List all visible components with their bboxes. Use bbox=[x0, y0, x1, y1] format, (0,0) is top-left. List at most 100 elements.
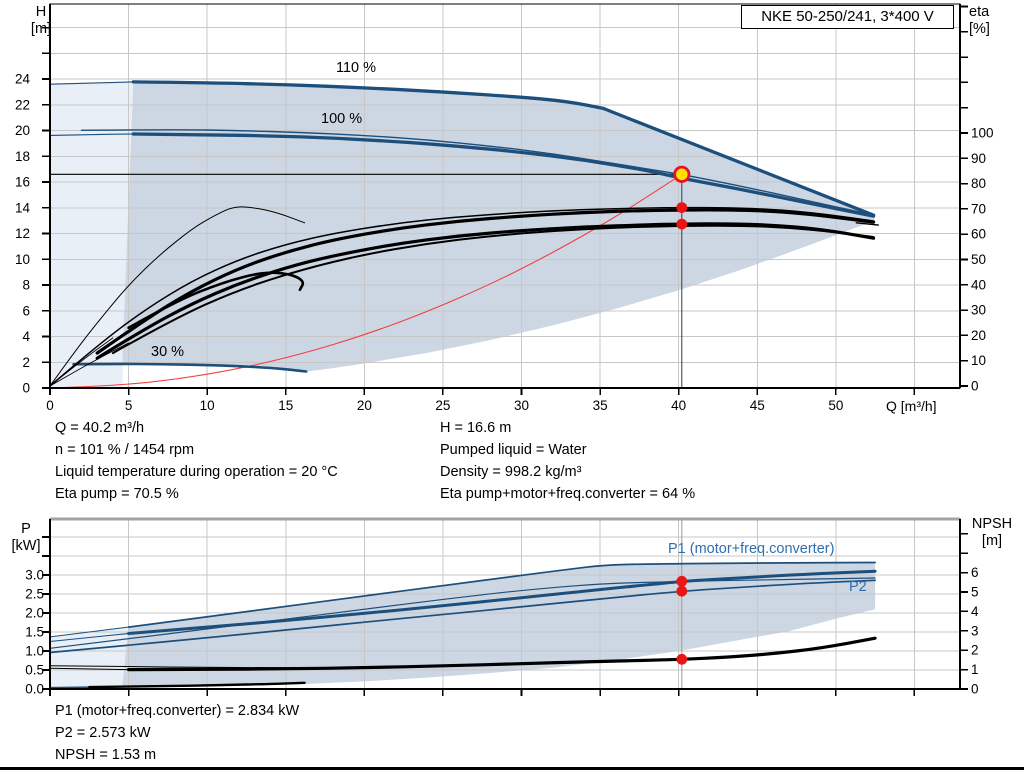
eta-total-curve bbox=[95, 222, 876, 360]
tick-label: 3.0 bbox=[25, 568, 44, 583]
info-pumped-liquid: Pumped liquid = Water bbox=[440, 442, 587, 458]
npsh-curve bbox=[127, 636, 877, 672]
tick-label: 20 bbox=[15, 123, 30, 138]
tick-label: 40 bbox=[971, 277, 986, 292]
p1-110-thin bbox=[49, 626, 130, 638]
curve-label-p2: P2 bbox=[849, 579, 867, 595]
eta-axis-title-unit: [%] bbox=[969, 21, 990, 37]
tick-label: 80 bbox=[971, 176, 986, 191]
p2-point bbox=[676, 585, 688, 597]
info-speed: n = 101 % / 1454 rpm bbox=[55, 442, 195, 458]
curve-101 bbox=[80, 129, 875, 216]
eta-fan-b bbox=[49, 342, 130, 387]
h-axis-title: H [m] bbox=[22, 4, 60, 38]
tick-label: 100 bbox=[971, 126, 994, 141]
tick-label: 4 bbox=[22, 329, 30, 344]
tick-label: 90 bbox=[971, 151, 986, 166]
tick-label: 5 bbox=[125, 398, 133, 413]
curve-label-p1: P1 (motor+freq.converter) bbox=[668, 541, 835, 557]
p1-curve bbox=[127, 569, 877, 635]
envelope-light-2 bbox=[50, 627, 129, 689]
curve-label-110pct: 110 % bbox=[336, 60, 377, 76]
tick-label: 1 bbox=[971, 662, 979, 677]
tick-label: 2.0 bbox=[25, 606, 44, 621]
npsh-ext bbox=[49, 667, 130, 671]
p2-110 bbox=[49, 577, 876, 649]
tick-label: 30 bbox=[971, 303, 986, 318]
tick-label: 50 bbox=[971, 252, 986, 267]
tick-label: 10 bbox=[15, 252, 30, 267]
tick-label: 5 bbox=[971, 585, 979, 600]
curve-100-thin bbox=[49, 133, 134, 136]
tick-label: 25 bbox=[435, 398, 450, 413]
curve-110-thin bbox=[49, 81, 134, 85]
pump-title-box: NKE 50-250/241, 3*400 V bbox=[741, 5, 954, 29]
curve-30 bbox=[72, 362, 308, 373]
tick-label: 8 bbox=[22, 278, 30, 293]
info-npsh: NPSH = 1.53 m bbox=[55, 747, 157, 763]
eta-axis-title-symbol: eta bbox=[969, 4, 990, 20]
npsh-axis-title: NPSH [m] bbox=[962, 516, 1022, 550]
eta-total-point bbox=[676, 218, 688, 230]
tick-label: 15 bbox=[278, 398, 293, 413]
tick-label: 4 bbox=[971, 604, 979, 619]
envelope-light bbox=[50, 81, 134, 388]
p-axis-title-unit: [kW] bbox=[11, 538, 41, 554]
tick-label: 1.0 bbox=[25, 644, 44, 659]
info-eta-total: Eta pump+motor+freq.converter = 64 % bbox=[440, 486, 696, 502]
p1-thin bbox=[49, 633, 130, 642]
p1-110 bbox=[127, 561, 876, 628]
tick-label: 3 bbox=[971, 623, 979, 638]
tick-label: 35 bbox=[593, 398, 608, 413]
tick-label: 0 bbox=[971, 378, 979, 393]
info-liquid-temperature: Liquid temperature during operation = 20… bbox=[55, 464, 338, 480]
tick-label: 0.5 bbox=[25, 663, 44, 678]
tick-label: 60 bbox=[971, 227, 986, 242]
eta-curve-hook bbox=[127, 271, 305, 330]
tick-label: 0 bbox=[46, 398, 54, 413]
q-axis-unit-label: Q [m³/h] bbox=[886, 398, 937, 414]
tick-label: 10 bbox=[200, 398, 215, 413]
tick-label: 10 bbox=[971, 353, 986, 368]
h-axis-title-unit: [m] bbox=[30, 21, 52, 37]
tick-label: 45 bbox=[750, 398, 765, 413]
info-density: Density = 998.2 kg/m³ bbox=[440, 464, 582, 480]
curve-label-100pct: 100 % bbox=[321, 111, 363, 127]
tick-label: 0 bbox=[971, 682, 979, 697]
tick-label: 0 bbox=[22, 381, 30, 396]
power-npsh-chart: 0.0 0.5 1.0 1.5 2.0 2.5 3.0 0 1 2 3 4 5 6 bbox=[25, 517, 979, 697]
tick-label: 22 bbox=[15, 97, 30, 112]
curve-110-power-limit bbox=[601, 106, 876, 217]
eta-pump-curve bbox=[49, 206, 875, 387]
qh-eta-chart: 0246810121416182022240102030405060708090… bbox=[15, 3, 994, 413]
tick-label: 12 bbox=[15, 226, 30, 241]
tick-label: 1.5 bbox=[25, 625, 44, 640]
info-p1: P1 (motor+freq.converter) = 2.834 kW bbox=[55, 703, 300, 719]
info-p2: P2 = 2.573 kW bbox=[55, 725, 151, 741]
tick-label: 2 bbox=[971, 643, 979, 658]
eta-curve-low-speed bbox=[49, 206, 306, 387]
info-flow: Q = 40.2 m³/h bbox=[55, 420, 145, 436]
eta-pump-curve-thick bbox=[95, 208, 876, 355]
tick-label: 6 bbox=[22, 303, 30, 318]
info-eta-pump: Eta pump = 70.5 % bbox=[55, 486, 179, 502]
tick-label: 30 bbox=[514, 398, 529, 413]
tick-label: 20 bbox=[971, 328, 986, 343]
p-axis-title: P [kW] bbox=[4, 521, 48, 555]
tick-label: 0.0 bbox=[25, 682, 44, 697]
npsh-axis-title-symbol: NPSH bbox=[971, 516, 1013, 532]
tick-label: 2 bbox=[22, 355, 30, 370]
npsh-low-speed bbox=[88, 681, 306, 689]
h-axis-title-symbol: H bbox=[35, 4, 47, 20]
tick-label: 70 bbox=[971, 201, 986, 216]
tick-label: 18 bbox=[15, 149, 30, 164]
tick-label: 20 bbox=[357, 398, 372, 413]
npsh-axis-title-unit: [m] bbox=[981, 533, 1003, 549]
duty-point[interactable] bbox=[673, 165, 691, 183]
curve-100 bbox=[131, 132, 876, 218]
eta-pump-point bbox=[676, 202, 688, 214]
tick-label: 40 bbox=[671, 398, 686, 413]
npsh-point bbox=[676, 653, 688, 665]
